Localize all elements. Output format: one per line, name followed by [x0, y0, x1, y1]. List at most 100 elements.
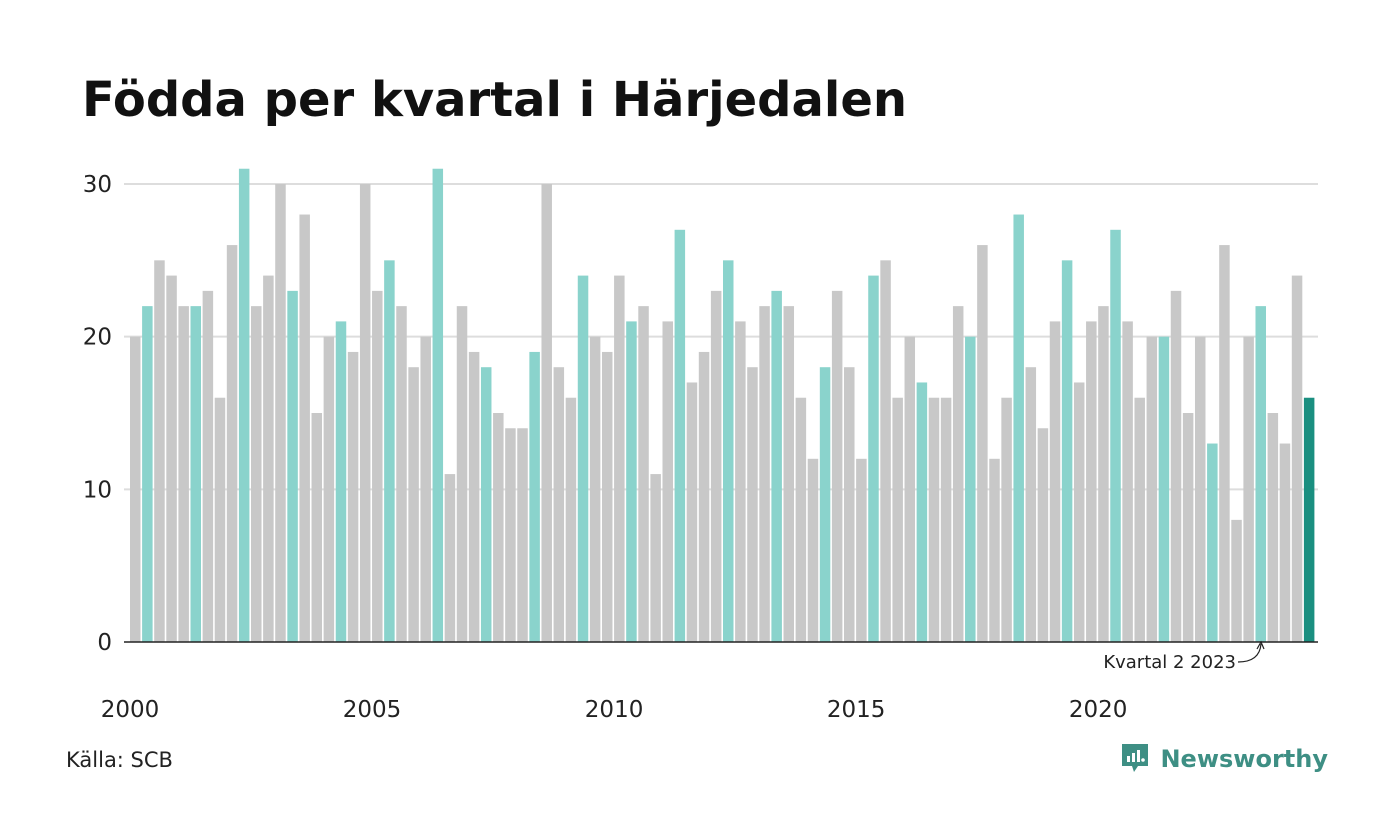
- bar: [1086, 321, 1097, 642]
- bar: [674, 229, 686, 643]
- bar: [505, 428, 516, 642]
- bar: [856, 458, 867, 642]
- bar: [759, 306, 770, 642]
- bar: [831, 290, 843, 642]
- bar: [952, 306, 964, 642]
- bar: [868, 275, 879, 642]
- bar: [614, 275, 625, 642]
- bar: [1303, 397, 1315, 642]
- bar: [517, 428, 528, 642]
- x-tick-label: 2015: [827, 697, 886, 723]
- bar: [541, 184, 552, 642]
- brand[interactable]: Newsworthy: [1120, 742, 1328, 776]
- bar: [795, 397, 807, 642]
- bar: [311, 413, 323, 642]
- bar: [710, 290, 722, 642]
- bar: [1219, 245, 1230, 643]
- newsworthy-logo-icon: [1122, 744, 1149, 772]
- annotation-arrowhead: [1256, 640, 1265, 650]
- bar: [626, 321, 637, 642]
- bar: [420, 336, 431, 642]
- bar: [723, 260, 734, 642]
- bar: [965, 336, 976, 642]
- bar: [1182, 413, 1194, 642]
- bar: [154, 260, 165, 642]
- bar: [372, 290, 383, 642]
- y-tick-label: 10: [83, 477, 112, 503]
- bar: [698, 351, 710, 642]
- bar: [589, 336, 601, 642]
- bar: [480, 367, 492, 642]
- bar: [444, 474, 456, 642]
- bar: [1170, 290, 1182, 642]
- bar: [1134, 397, 1145, 642]
- bar: [456, 306, 468, 642]
- bar: [735, 321, 746, 642]
- bar: [1146, 336, 1158, 642]
- brand-name: Newsworthy: [1160, 745, 1328, 773]
- bar: [1122, 321, 1133, 642]
- bar: [977, 245, 988, 643]
- bar: [1098, 306, 1109, 642]
- bar: [601, 351, 613, 642]
- bar: [202, 290, 214, 642]
- bar: [1073, 382, 1085, 642]
- bar: [892, 397, 903, 642]
- bar: [408, 367, 419, 642]
- chart-title: Födda per kvartal i Härjedalen: [82, 72, 908, 128]
- bar: [747, 367, 758, 642]
- bar: [347, 351, 359, 642]
- bar: [287, 290, 298, 642]
- bar: [468, 351, 480, 642]
- x-tick-label: 2000: [101, 697, 160, 723]
- bar: [142, 306, 153, 642]
- bar: [1013, 214, 1024, 643]
- bar: [771, 290, 782, 642]
- bar: [166, 275, 177, 642]
- bar: [928, 397, 940, 642]
- bar: [1267, 413, 1279, 642]
- y-tick-label: 20: [83, 325, 112, 351]
- bar: [1110, 229, 1121, 643]
- bar: [432, 168, 444, 642]
- bar: [686, 382, 698, 642]
- bar: [238, 168, 250, 642]
- bar: [553, 367, 565, 642]
- bar: [989, 458, 1000, 642]
- bar: [1255, 306, 1266, 642]
- bar: [214, 397, 226, 642]
- annotation-arrow: [1237, 643, 1262, 663]
- bar: [251, 306, 262, 642]
- bar: [529, 351, 540, 642]
- bar: [1279, 443, 1291, 642]
- bar: [493, 413, 504, 642]
- bar: [819, 367, 831, 642]
- bar: [1194, 336, 1206, 642]
- bar: [650, 474, 661, 642]
- bar: [904, 336, 916, 642]
- bar: [1291, 275, 1303, 642]
- bar: [1243, 336, 1254, 642]
- bar: [1049, 321, 1061, 642]
- x-tick-label: 2005: [343, 697, 402, 723]
- bar: [844, 367, 855, 642]
- bar: [783, 306, 795, 642]
- bar: [275, 184, 286, 642]
- bar: [940, 397, 952, 642]
- source-note: Källa: SCB: [66, 748, 173, 772]
- annotation-label: Kvartal 2 2023: [1103, 652, 1236, 673]
- bar: [1061, 260, 1073, 642]
- bar: [226, 245, 238, 643]
- bar: [565, 397, 577, 642]
- bar: [178, 306, 189, 642]
- bar: [384, 260, 395, 642]
- bar: [1158, 336, 1170, 642]
- y-tick-label: 0: [97, 630, 112, 656]
- bar: [263, 275, 274, 642]
- bar: [190, 306, 202, 642]
- bars: [130, 168, 1315, 643]
- bar: [638, 306, 649, 642]
- bar: [299, 214, 310, 643]
- x-tick-label: 2020: [1069, 697, 1128, 723]
